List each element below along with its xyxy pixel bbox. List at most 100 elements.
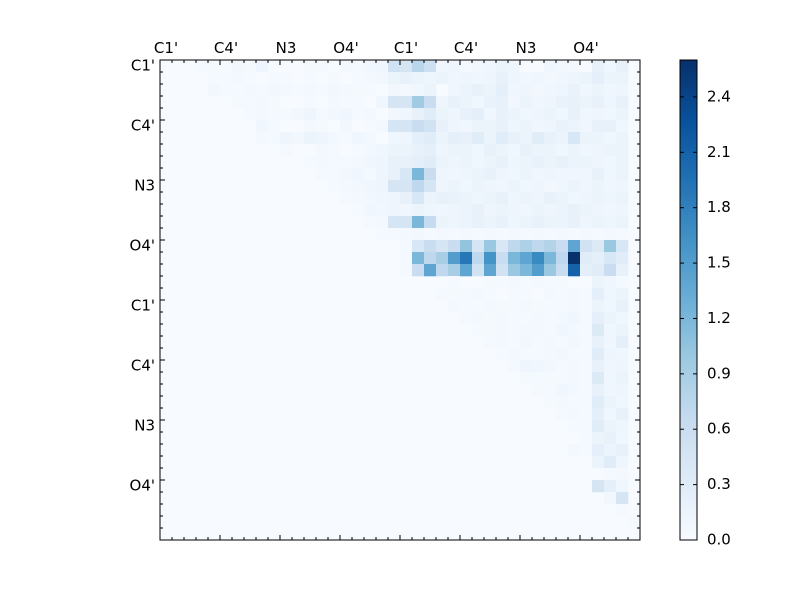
- heatmap-cell: [448, 84, 461, 97]
- heatmap-cell: [616, 180, 629, 193]
- heatmap-cell: [520, 228, 533, 241]
- heatmap-cell: [520, 300, 533, 313]
- heatmap-cell: [604, 192, 617, 205]
- heatmap-cell: [544, 144, 557, 157]
- heatmap-cell: [616, 336, 629, 349]
- heatmap-cell: [556, 324, 569, 337]
- heatmap-cell: [616, 420, 629, 433]
- heatmap-cell: [616, 204, 629, 217]
- heatmap-cell: [568, 192, 581, 205]
- heatmap-cell: [412, 192, 425, 205]
- heatmap-cell: [352, 168, 365, 181]
- heatmap-cell: [556, 204, 569, 217]
- heatmap-cell: [556, 336, 569, 349]
- heatmap-cell: [604, 444, 617, 457]
- heatmap-cell: [256, 60, 269, 73]
- heatmap-cell: [424, 204, 437, 217]
- heatmap-cell: [436, 60, 449, 73]
- heatmap-cell: [556, 192, 569, 205]
- heatmap-cell: [556, 408, 569, 421]
- heatmap-cell: [544, 336, 557, 349]
- heatmap-cell: [304, 108, 317, 121]
- heatmap-cell: [340, 192, 353, 205]
- heatmap-cell: [508, 144, 521, 157]
- heatmap-cell: [580, 240, 593, 253]
- heatmap-cell: [244, 108, 257, 121]
- heatmap-cell: [460, 120, 473, 133]
- heatmap-cell: [616, 432, 629, 445]
- heatmap-cell: [592, 408, 605, 421]
- heatmap-cell: [328, 168, 341, 181]
- heatmap-cell: [412, 216, 425, 229]
- y-tick-label: O4': [130, 237, 155, 255]
- heatmap-cell: [556, 384, 569, 397]
- heatmap-cell: [544, 156, 557, 169]
- heatmap-cell: [544, 84, 557, 97]
- colorbar: 0.0 0.3 0.6 0.9 1.2 1.5 1.8 2.1 2.4: [679, 59, 731, 549]
- heatmap-cell: [340, 168, 353, 181]
- x-tick-label: O4': [573, 39, 598, 57]
- heatmap-cell: [472, 96, 485, 109]
- heatmap-cell: [400, 180, 413, 193]
- heatmap-cell: [616, 168, 629, 181]
- heatmap-cell: [544, 240, 557, 253]
- heatmap-cell: [616, 156, 629, 169]
- heatmap-cell: [592, 276, 605, 289]
- heatmap-cell: [604, 336, 617, 349]
- heatmap-cell: [256, 96, 269, 109]
- heatmap-cell: [556, 360, 569, 373]
- x-tick-label: C4': [214, 39, 238, 57]
- heatmap-cell: [424, 228, 437, 241]
- heatmap-cell: [496, 120, 509, 133]
- heatmap-cell: [268, 84, 281, 97]
- heatmap-cell: [604, 348, 617, 361]
- heatmap-cell: [592, 432, 605, 445]
- heatmap-cell: [616, 492, 629, 505]
- heatmap-cell: [448, 144, 461, 157]
- heatmap-cell: [616, 348, 629, 361]
- heatmap-cell: [496, 312, 509, 325]
- heatmap-cell: [580, 372, 593, 385]
- heatmap-cell: [388, 72, 401, 85]
- heatmap-cell: [364, 60, 377, 73]
- heatmap-cell: [460, 312, 473, 325]
- heatmap-cell: [508, 204, 521, 217]
- heatmap-cell: [508, 300, 521, 313]
- heatmap-cell: [448, 276, 461, 289]
- heatmap-cell: [580, 192, 593, 205]
- heatmap-cell: [376, 120, 389, 133]
- heatmap-cell: [232, 72, 245, 85]
- heatmap-cell: [556, 372, 569, 385]
- heatmap-cell: [268, 120, 281, 133]
- y-tick-label: N3: [134, 417, 155, 435]
- heatmap-cell: [520, 120, 533, 133]
- heatmap-cell: [556, 276, 569, 289]
- heatmap-cell: [616, 216, 629, 229]
- heatmap-cell: [568, 96, 581, 109]
- heatmap-cell: [604, 264, 617, 277]
- heatmap-cell: [220, 72, 233, 85]
- heatmap-cell: [580, 420, 593, 433]
- heatmap-cell: [592, 444, 605, 457]
- heatmap-cell: [592, 120, 605, 133]
- heatmap-cell: [424, 120, 437, 133]
- heatmap-cell: [400, 60, 413, 73]
- heatmap-cell: [460, 132, 473, 145]
- heatmap-cell: [472, 72, 485, 85]
- heatmap-cell: [484, 180, 497, 193]
- heatmap-cell: [580, 144, 593, 157]
- heatmap-cell: [580, 252, 593, 265]
- heatmap-cell: [484, 228, 497, 241]
- heatmap-cell: [532, 84, 545, 97]
- heatmap-cell: [568, 348, 581, 361]
- heatmap-cell: [508, 84, 521, 97]
- heatmap-cell: [592, 192, 605, 205]
- heatmap-cell: [448, 72, 461, 85]
- heatmap-cell: [580, 72, 593, 85]
- heatmap-cell: [532, 228, 545, 241]
- heatmap-cell: [496, 180, 509, 193]
- heatmap-cell: [472, 300, 485, 313]
- heatmap-cell: [448, 300, 461, 313]
- heatmap-cell: [604, 204, 617, 217]
- heatmap-cell: [496, 228, 509, 241]
